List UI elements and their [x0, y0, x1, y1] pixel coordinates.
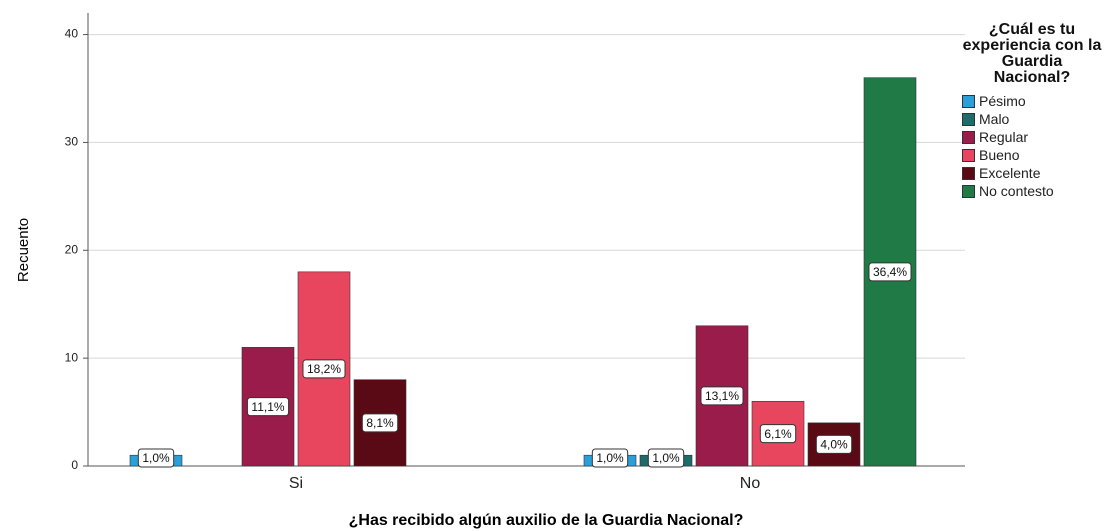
legend-item: Malo: [962, 110, 1107, 128]
data-label: 13,1%: [705, 389, 739, 403]
data-label-box: [137, 448, 175, 468]
legend-label: Bueno: [979, 147, 1020, 163]
x-tick-label: No: [740, 475, 761, 492]
legend-label: Pésimo: [979, 93, 1026, 109]
y-tick-label: 30: [65, 135, 79, 149]
y-tick-label: 40: [65, 27, 79, 41]
legend-swatch: [962, 148, 975, 162]
legend-swatch: [962, 112, 975, 126]
data-label: 1,0%: [142, 451, 170, 465]
legend-item: Pésimo: [962, 92, 1107, 110]
legend-swatch: [962, 130, 975, 144]
legend-label: Malo: [979, 111, 1010, 127]
legend-item: Regular: [962, 128, 1107, 146]
legend: ¿Cuál es tu experiencia con la Guardia N…: [962, 22, 1107, 200]
data-label: 36,4%: [873, 265, 907, 279]
data-label-box: [591, 448, 629, 468]
legend-label: No contesto: [979, 183, 1054, 199]
data-label-box: [246, 397, 290, 417]
x-axis-title: ¿Has recibido algún auxilio de la Guardi…: [349, 512, 744, 529]
legend-label: Excelente: [979, 165, 1041, 181]
y-tick-label: 20: [65, 242, 79, 256]
data-label-box: [647, 448, 685, 468]
legend-label: Regular: [979, 129, 1029, 145]
data-label-box: [361, 413, 399, 433]
data-label: 4,0%: [820, 438, 848, 452]
legend-item: Excelente: [962, 164, 1107, 182]
data-label-box: [302, 359, 346, 379]
data-label-box: [700, 386, 744, 406]
legend-swatch: [962, 94, 975, 108]
legend-swatch: [962, 184, 975, 198]
data-label: 18,2%: [307, 362, 341, 376]
data-label-box: [815, 434, 853, 454]
legend-item: Bueno: [962, 146, 1107, 164]
y-tick-label: 0: [71, 458, 78, 472]
y-tick-label: 10: [65, 350, 79, 364]
data-label: 6,1%: [764, 427, 792, 441]
data-label: 8,1%: [366, 416, 394, 430]
y-axis-title: Recuento: [15, 218, 32, 282]
x-tick-label: Si: [289, 475, 303, 492]
data-label-box: [759, 424, 797, 444]
legend-item: No contesto: [962, 182, 1107, 200]
data-label: 11,1%: [251, 400, 284, 414]
data-label-box: [868, 262, 912, 282]
legend-title: ¿Cuál es tu experiencia con la Guardia N…: [962, 21, 1102, 86]
data-label: 1,0%: [652, 451, 680, 465]
legend-swatch: [962, 166, 975, 180]
data-label: 1,0%: [596, 451, 624, 465]
